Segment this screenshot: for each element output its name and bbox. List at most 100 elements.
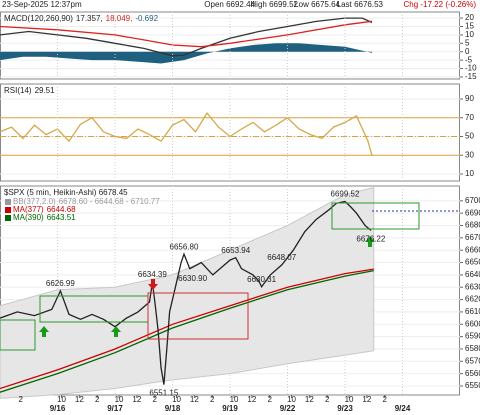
buy-arrow	[39, 326, 49, 337]
legend-value: -0.692	[135, 14, 158, 23]
legend-swatch	[5, 199, 11, 205]
x-tick-label: 12	[75, 395, 84, 404]
annotation: 6630.31	[247, 275, 276, 284]
legend-title: RSI(14) 29.51	[4, 86, 55, 95]
y-tick-label: 6570	[465, 356, 480, 365]
x-tick-label: 2	[210, 395, 215, 404]
series-line	[0, 20, 373, 48]
series-line	[0, 200, 372, 385]
box	[147, 292, 249, 340]
x-tick-label: 2	[152, 395, 157, 404]
x-tick-label: 9/18	[165, 404, 181, 413]
series-line	[0, 17, 373, 57]
y-tick-label: -15	[465, 72, 477, 81]
annotation: 6699.52	[331, 190, 360, 199]
x-tick-label: 10	[287, 395, 296, 404]
legend-name: MA(377)	[13, 205, 44, 214]
buy-arrow	[365, 236, 375, 247]
y-tick-label: 6700	[465, 196, 480, 205]
series-line	[0, 268, 374, 390]
y-tick-label: 30	[465, 150, 474, 159]
legend-title: RSI(14)	[4, 86, 32, 95]
header-date: 23-Sep-2025 12:37pm	[2, 0, 82, 9]
y-tick-label: 10	[465, 30, 474, 39]
annotation: 6656.80	[170, 242, 199, 251]
annotation-shapes	[0, 202, 460, 351]
x-tick-label: 2	[18, 395, 23, 404]
y-tick-label: 6550	[465, 381, 480, 390]
legend-value: 6678.60 - 6644.68 - 6710.77	[59, 197, 161, 206]
y-tick-label: 6690	[465, 208, 480, 217]
x-tick-label: 9/19	[222, 404, 238, 413]
y-tick-label: 6600	[465, 319, 480, 328]
legend-entry: MA(377) 6644.68	[13, 205, 76, 214]
x-tick-label: 2	[325, 395, 330, 404]
x-tick-label: 12	[132, 395, 141, 404]
buy-arrow	[111, 326, 121, 337]
y-tick-label: 6670	[465, 233, 480, 242]
sell-arrow	[148, 279, 158, 290]
x-tick-label: 9/23	[337, 404, 353, 413]
legend-value: 17.357,	[76, 14, 103, 23]
x-tick-label: 10	[115, 395, 124, 404]
header-open: Open 6692.44	[204, 0, 255, 9]
x-tick-label: 10	[345, 395, 354, 404]
legend-title: MACD(120,260,90)	[4, 14, 73, 23]
x-tick-label: 12	[305, 395, 314, 404]
header-change: Chg -17.22 (-0.26%)	[404, 0, 477, 9]
x-tick-label: 2	[267, 395, 272, 404]
x-tick-label: 2	[382, 395, 387, 404]
annotation: 6626.99	[46, 279, 75, 288]
annotation: 6551.15	[149, 389, 178, 398]
series-line	[0, 111, 373, 156]
x-tick-label: 9/17	[107, 404, 123, 413]
legend-value: 6643.51	[47, 213, 76, 222]
y-tick-label: 15	[465, 22, 474, 31]
y-tick-label: 6630	[465, 282, 480, 291]
y-tick-label: 0	[465, 47, 470, 56]
annotation: 6634.39	[138, 270, 167, 279]
y-tick-label: -10	[465, 64, 477, 73]
annotation: 6653.94	[221, 246, 250, 255]
y-tick-label: 6620	[465, 295, 480, 304]
y-tick-label: 6590	[465, 332, 480, 341]
legend-value: 29.51	[35, 86, 56, 95]
legend-value: 18.049,	[106, 14, 133, 23]
legend-name: MA(390)	[13, 213, 44, 222]
y-tick-label: 70	[465, 113, 474, 122]
y-tick-label: 50	[465, 132, 474, 141]
legend-title: MACD(120,260,90) 17.357, 18.049, -0.692	[4, 14, 159, 23]
legend-name: BB(377,2.0)	[13, 197, 56, 206]
x-tick-label: 10	[230, 395, 239, 404]
header-low: Low 6675.64	[294, 0, 340, 9]
y-tick-label: 6560	[465, 369, 480, 378]
box	[331, 202, 420, 230]
legend-entry: BB(377,2.0) 6678.60 - 6644.68 - 6710.77	[13, 197, 160, 206]
y-tick-label: 6580	[465, 344, 480, 353]
x-tick-label: 12	[190, 395, 199, 404]
box	[0, 319, 36, 351]
y-tick-label: 6680	[465, 221, 480, 230]
y-tick-label: 6650	[465, 258, 480, 267]
series-line	[0, 269, 374, 393]
y-tick-label: 5	[465, 38, 470, 47]
y-tick-label: 6640	[465, 270, 480, 279]
x-tick-label: 12	[247, 395, 256, 404]
x-tick-label: 10	[57, 395, 66, 404]
header-high: High 6699.52	[250, 0, 298, 9]
y-tick-label: 20	[465, 13, 474, 22]
y-tick-label: -5	[465, 55, 473, 64]
legend-title: $SPX (5 min, Heikin-Ashi) 6678.45	[4, 188, 128, 197]
header-last: Last 6676.53	[337, 0, 384, 9]
y-tick-label: 6610	[465, 307, 480, 316]
legend-value: 6644.68	[47, 205, 76, 214]
legend-title: $SPX (5 min, Heikin-Ashi) 6678.45	[4, 188, 128, 197]
annotation: 6676.22	[356, 234, 385, 243]
x-tick-label: 10	[172, 395, 181, 404]
x-tick-label: 9/24	[395, 404, 411, 413]
annotation: 6648.07	[267, 253, 296, 262]
y-tick-label: 6660	[465, 245, 480, 254]
x-tick-label: 12	[362, 395, 371, 404]
macd-histogram	[0, 43, 373, 64]
